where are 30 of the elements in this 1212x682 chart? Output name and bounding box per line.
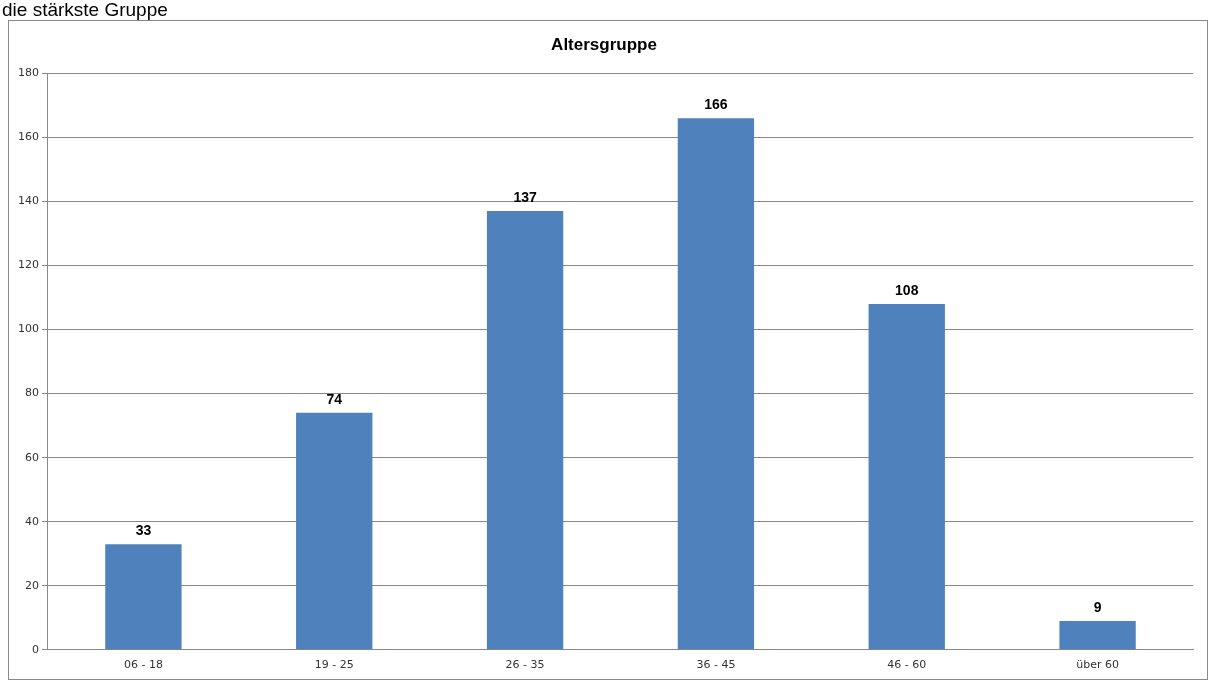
chart-title: Altersgruppe: [551, 34, 657, 54]
data-label: 137: [513, 188, 537, 205]
y-tick-label: 180: [18, 66, 39, 80]
x-tick-label: 26 - 35: [505, 658, 545, 672]
y-tick-label: 140: [18, 194, 39, 208]
bar: [1059, 620, 1136, 650]
bar: [486, 211, 564, 650]
data-label: 166: [704, 96, 728, 113]
bar: [105, 544, 182, 650]
x-tick-label: 36 - 45: [696, 658, 736, 672]
x-tick-label: 06 - 18: [123, 658, 163, 672]
y-tick-label: 100: [18, 322, 39, 336]
text: die stärkste Gruppe: [2, 0, 168, 20]
x-tick-label: 46 - 60: [887, 658, 927, 672]
y-tick-label: 120: [18, 258, 39, 272]
y-tick-label: 40: [25, 514, 39, 528]
y-tick-label: 20: [25, 578, 39, 592]
bar: [677, 118, 755, 650]
data-label: 74: [326, 390, 343, 407]
y-tick-label: 0: [32, 642, 39, 656]
x-tick-label: über 60: [1076, 658, 1119, 672]
data-label: 9: [1093, 598, 1102, 615]
data-label: 33: [135, 521, 152, 538]
y-tick-label: 80: [25, 386, 39, 400]
y-tick-label: 160: [18, 130, 39, 144]
x-tick-label: 19 - 25: [314, 658, 354, 672]
data-label: 108: [895, 281, 919, 298]
bar: [296, 412, 373, 650]
y-tick-label: 60: [25, 450, 39, 464]
bar: [868, 303, 945, 650]
